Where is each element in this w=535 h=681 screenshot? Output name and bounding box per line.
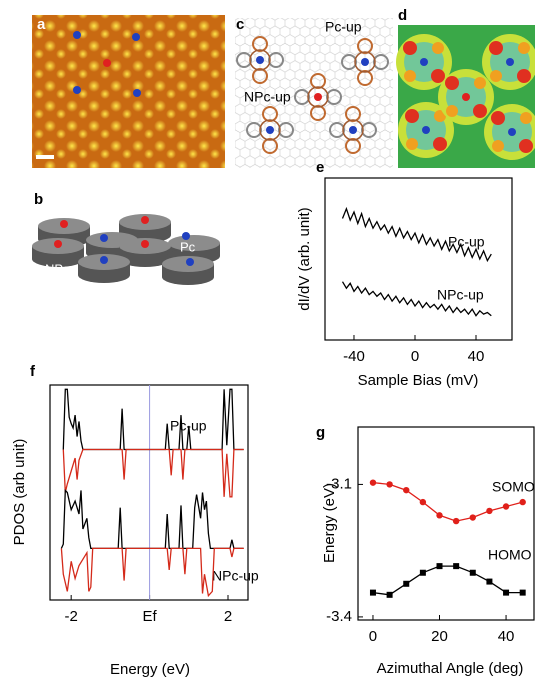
marker bbox=[486, 579, 492, 585]
y-axis-label: Energy (eV) bbox=[321, 483, 338, 563]
x-tick-label: 2 bbox=[224, 608, 232, 625]
marker bbox=[387, 592, 393, 598]
panel-label: g bbox=[316, 424, 325, 441]
marker bbox=[519, 499, 525, 505]
x-tick-label: 0 bbox=[369, 628, 377, 645]
y-tick-label: -3.4 bbox=[326, 608, 352, 625]
plot-frame bbox=[325, 178, 512, 340]
x-tick-label: 40 bbox=[468, 348, 485, 365]
x-tick-label: 0 bbox=[411, 348, 419, 365]
marker bbox=[470, 514, 476, 520]
marker bbox=[520, 590, 526, 596]
annotation: HOMO bbox=[488, 547, 532, 563]
figure: a b NPc Pc c Pc-up NPc-up d e Sample Bias… bbox=[0, 0, 535, 681]
panel-label: f bbox=[30, 363, 36, 380]
panel-label: e bbox=[316, 159, 324, 176]
x-axis-label: Sample Bias (mV) bbox=[358, 372, 479, 389]
marker bbox=[420, 570, 426, 576]
series-line bbox=[61, 490, 243, 548]
y-axis-label: dI/dV (arb. unit) bbox=[296, 207, 313, 310]
marker bbox=[436, 512, 442, 518]
marker bbox=[403, 581, 409, 587]
x-tick-label: -40 bbox=[343, 348, 365, 365]
marker bbox=[386, 481, 392, 487]
marker bbox=[437, 563, 443, 569]
series-line bbox=[63, 389, 243, 449]
marker bbox=[403, 487, 409, 493]
disc-label: Pc bbox=[180, 239, 196, 254]
x-axis-label: Azimuthal Angle (deg) bbox=[377, 660, 524, 677]
x-tick-label: Ef bbox=[142, 608, 157, 625]
y-tick-label: -3.1 bbox=[326, 475, 352, 492]
series-line bbox=[373, 566, 523, 595]
y-axis-label: PDOS (arb unit) bbox=[11, 439, 28, 546]
marker bbox=[503, 590, 509, 596]
disc-label: NPc bbox=[45, 261, 70, 276]
molecule-label: Pc-up bbox=[325, 19, 362, 35]
marker bbox=[503, 503, 509, 509]
panel-label: c bbox=[236, 16, 244, 33]
marker bbox=[470, 570, 476, 576]
x-tick-label: 40 bbox=[498, 628, 515, 645]
page: a b NPc Pc c Pc-up NPc-up d e Sample Bias… bbox=[0, 0, 535, 681]
annotation: SOMO bbox=[492, 479, 535, 495]
marker bbox=[370, 590, 376, 596]
annotation: Pc-up bbox=[448, 234, 485, 250]
molecule-label: NPc-up bbox=[244, 89, 291, 105]
marker bbox=[453, 518, 459, 524]
panel-label: a bbox=[37, 16, 46, 33]
panel-label: d bbox=[398, 7, 407, 24]
annotation: NPc-up bbox=[212, 568, 259, 584]
scale-bar bbox=[36, 155, 54, 159]
panel-label: b bbox=[34, 191, 43, 208]
x-tick-label: 20 bbox=[431, 628, 448, 645]
marker bbox=[370, 479, 376, 485]
marker bbox=[453, 563, 459, 569]
marker bbox=[486, 508, 492, 514]
series-line bbox=[63, 450, 243, 497]
marker bbox=[420, 499, 426, 505]
x-tick-label: -2 bbox=[65, 608, 78, 625]
annotation: NPc-up bbox=[437, 287, 484, 303]
stm-image bbox=[32, 15, 225, 168]
x-axis-label: Energy (eV) bbox=[110, 661, 190, 678]
